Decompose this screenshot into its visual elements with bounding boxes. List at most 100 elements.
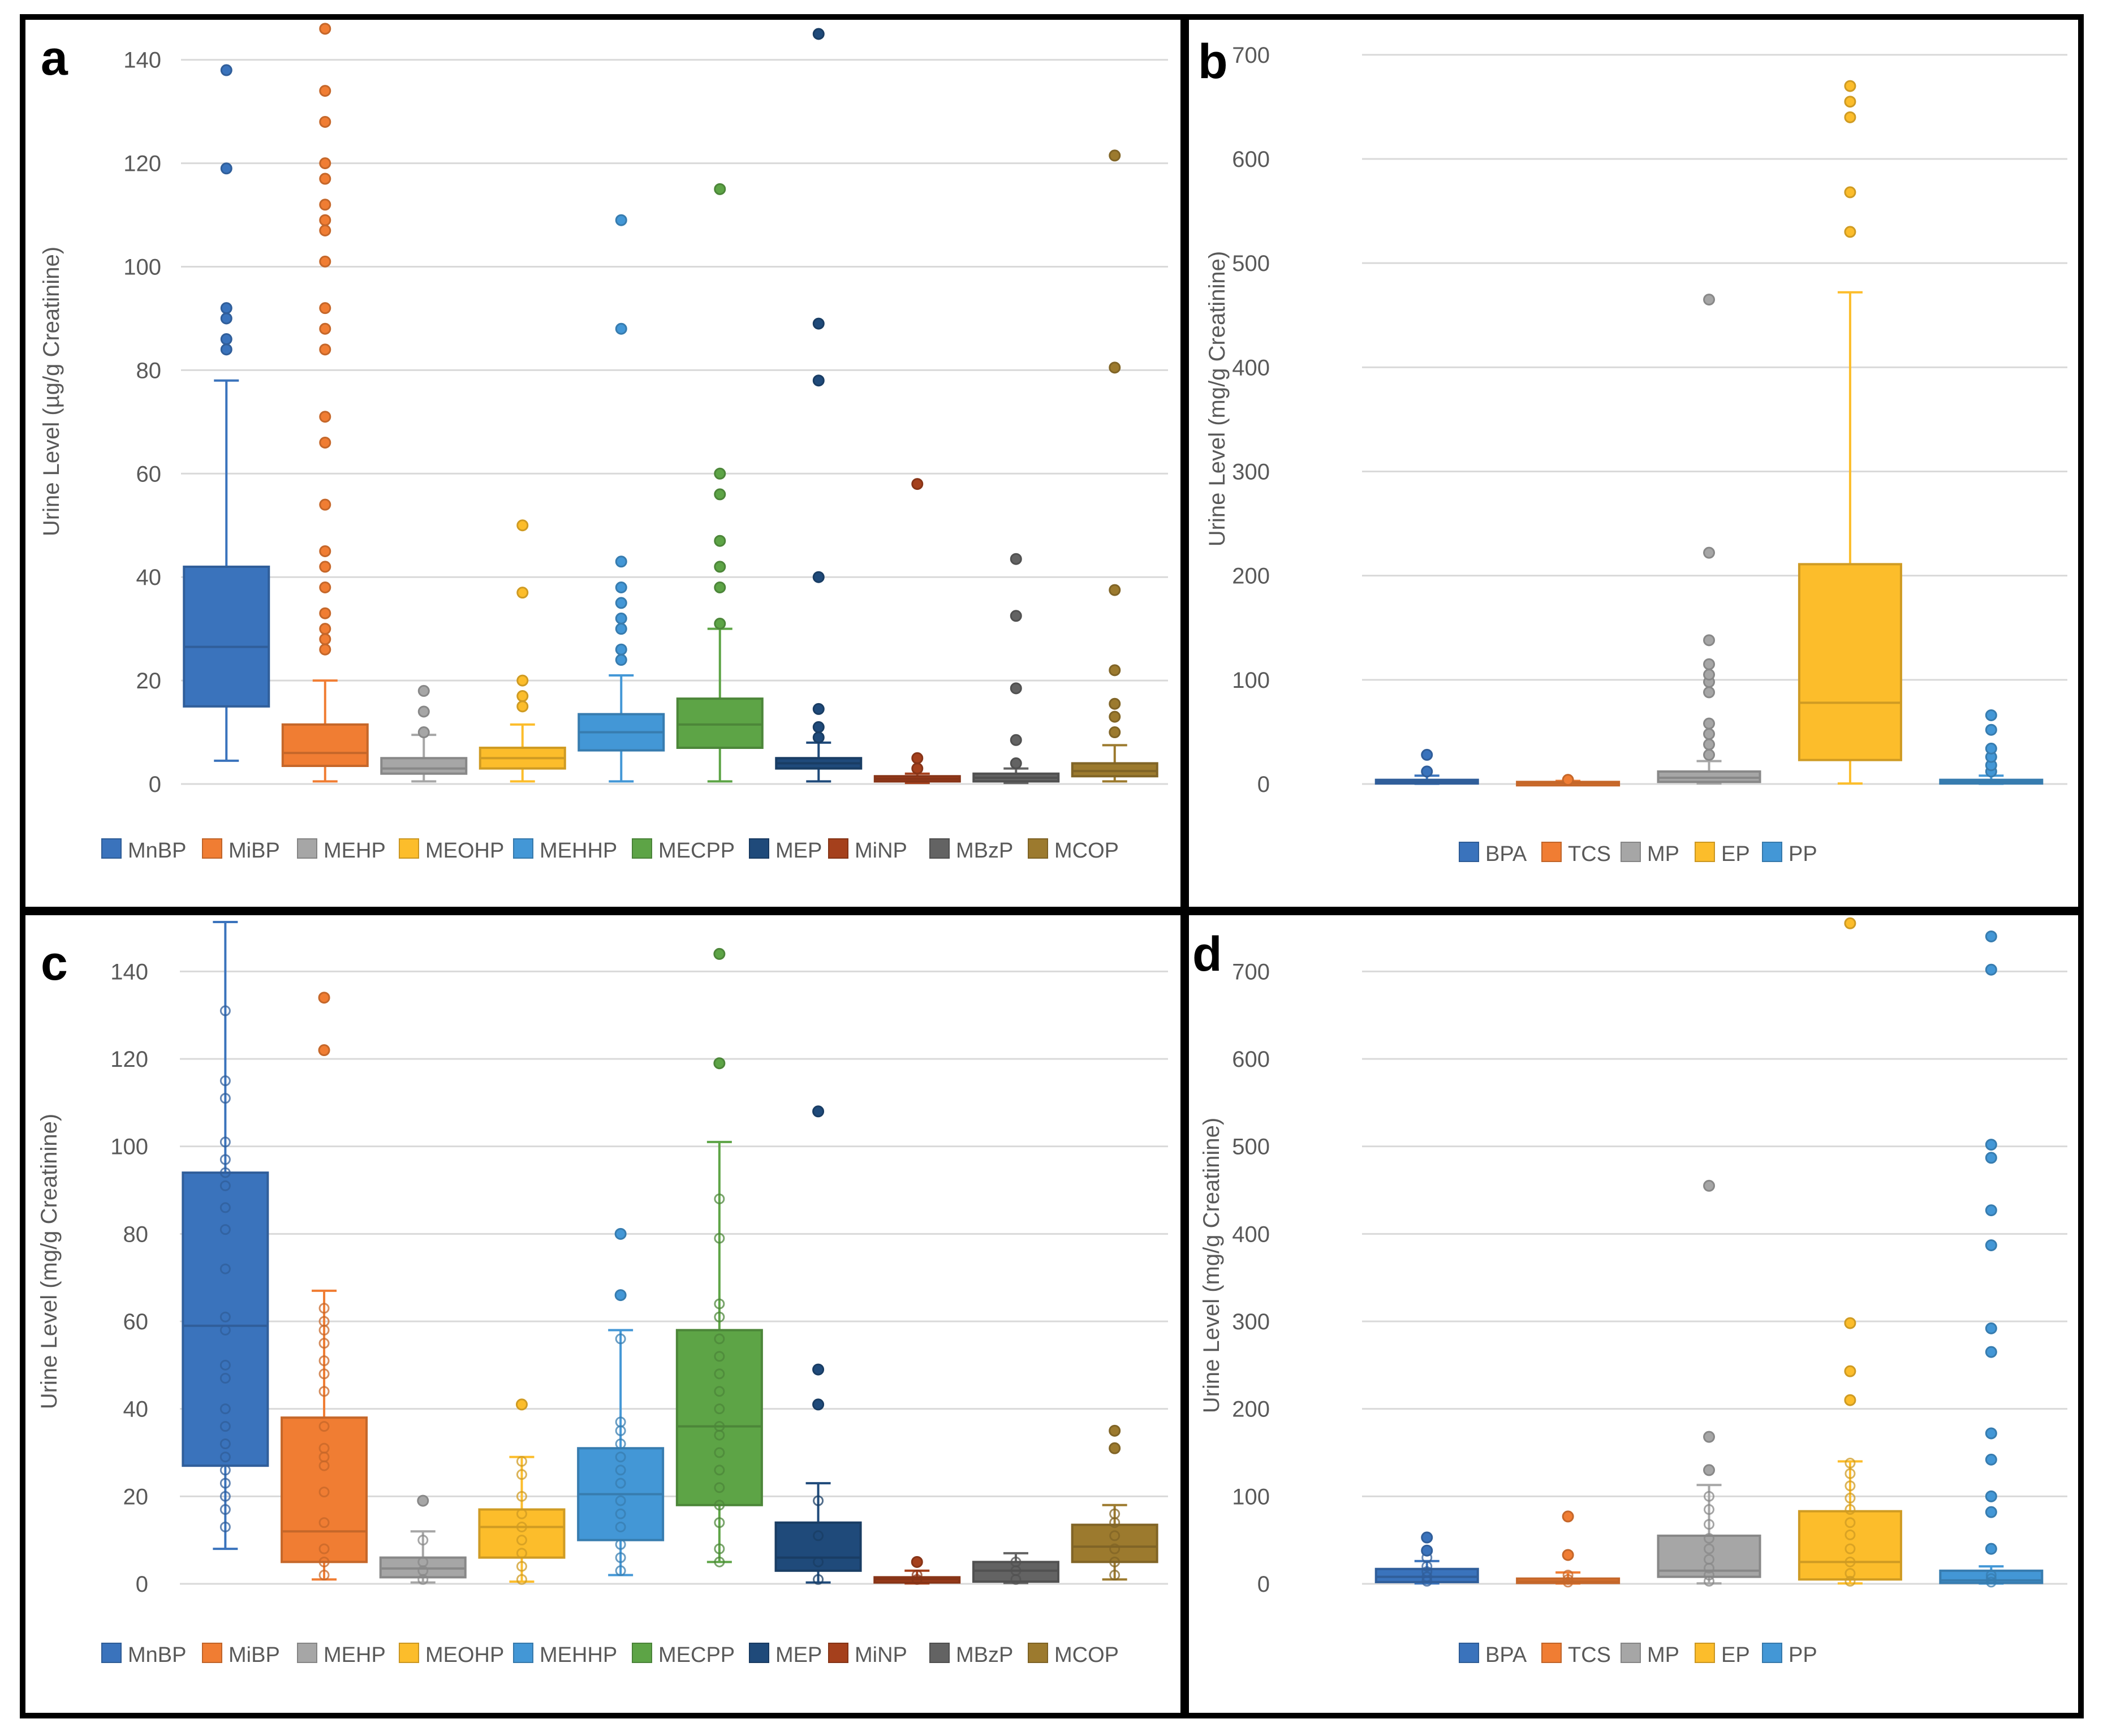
outlier-point [319, 322, 331, 335]
panel-c-box-mnbp [182, 921, 269, 1550]
panel-b-ytick-label: 600 [1232, 147, 1270, 172]
panel-c-legend-mehp: MEHP [297, 1643, 386, 1667]
data-point [318, 1543, 330, 1554]
outlier-point [812, 1105, 825, 1118]
data-point [219, 1438, 231, 1450]
data-point [714, 1500, 725, 1511]
outlier-point [319, 225, 331, 237]
outlier-point [417, 726, 430, 739]
outlier-point [1421, 765, 1433, 778]
data-point [219, 1421, 231, 1432]
legend-swatch [929, 1643, 950, 1663]
panel-a-letter: a [41, 31, 68, 85]
data-point [219, 1491, 231, 1502]
legend-label: MEP [775, 1643, 822, 1667]
panel-c: c Urine Level (mg/g Creatinine) 0 20 40 60 8… [20, 910, 1186, 1718]
outlier-point [713, 947, 726, 960]
legend-swatch [1621, 842, 1641, 862]
outlier-point [319, 623, 331, 635]
panel-c-ytick-label: 140 [110, 959, 148, 984]
outlier-point [220, 162, 232, 175]
outlier-point [1703, 1179, 1716, 1192]
data-point [615, 1508, 626, 1519]
panel-d-legend-ep: EP [1695, 1643, 1750, 1667]
panel-b-box-mp [1657, 294, 1761, 785]
panel-a-legend-mehhp: MEHHP [513, 838, 617, 863]
panel-a-legend-mnbp: MnBP [101, 838, 186, 863]
outlier-point [714, 535, 726, 547]
outlier-point [1010, 610, 1022, 622]
data-point [219, 1477, 231, 1489]
panel-b-legend-ep: EP [1695, 842, 1750, 866]
data-point [1010, 1556, 1022, 1567]
data-point [714, 1556, 725, 1567]
legend-label: MiNP [855, 1643, 907, 1667]
data-point [219, 1005, 231, 1016]
data-point [219, 1359, 231, 1371]
outlier-point [220, 302, 232, 315]
panel-a-legend-mibp: MiBP [202, 838, 280, 863]
outlier-point [1703, 1464, 1716, 1476]
outlier-point [1010, 734, 1022, 746]
panel-a: a Urine Level (µg/g Creatinine) 0 20 40 60 8… [20, 14, 1186, 912]
legend-swatch [399, 1643, 419, 1663]
panel-b-legend-bpa: BPA [1459, 842, 1527, 866]
outlier-point [319, 199, 331, 211]
outlier-point [319, 115, 331, 128]
legend-swatch [399, 838, 419, 859]
outlier-point [614, 1289, 627, 1302]
legend-swatch [632, 1643, 652, 1663]
outlier-point [1421, 748, 1433, 761]
panel-d-box-tcs [1516, 1510, 1621, 1588]
outlier-point [1985, 1543, 1997, 1555]
outlier-point [516, 700, 529, 713]
outlier-point [1703, 686, 1716, 699]
data-point [1704, 1519, 1715, 1530]
outlier-point [1844, 186, 1856, 199]
panel-a-box-mecpp [676, 183, 764, 783]
outlier-point [319, 633, 331, 645]
outlier-point [812, 1363, 825, 1376]
outlier-point [318, 1044, 330, 1057]
legend-label: TCS [1568, 1643, 1611, 1667]
outlier-point [1010, 553, 1022, 565]
outlier-point [220, 333, 232, 346]
box-iqr [281, 1416, 368, 1563]
legend-label: MECPP [658, 839, 735, 863]
panel-c-box-mcop [1071, 1424, 1158, 1581]
outlier-point [1844, 111, 1856, 123]
legend-swatch [1541, 1643, 1562, 1663]
legend-label: MCOP [1054, 839, 1119, 863]
data-point [714, 1403, 725, 1415]
box-iqr [675, 1329, 763, 1506]
legend-label: BPA [1485, 1643, 1527, 1667]
data-point [615, 1451, 626, 1463]
box-iqr [1071, 762, 1158, 778]
panel-b-ytick-label: 500 [1232, 251, 1270, 276]
legend-swatch [513, 838, 533, 859]
outlier-point [1985, 930, 1997, 942]
data-point [911, 1574, 923, 1585]
panel-b-ytick-label: 700 [1232, 43, 1270, 68]
panel-a-ytick-label: 0 [149, 772, 161, 797]
outlier-point [1703, 717, 1716, 730]
panel-b-legend-pp: PP [1762, 842, 1817, 866]
data-point [615, 1438, 626, 1450]
panel-b-ytick-label: 100 [1232, 668, 1270, 693]
outlier-point [1109, 726, 1121, 739]
outlier-point [713, 1057, 726, 1070]
panel-c-legend-mnbp: MnBP [101, 1643, 186, 1667]
outlier-point [812, 703, 825, 715]
panel-d-ytick-label: 600 [1232, 1047, 1270, 1072]
data-point [714, 1351, 725, 1362]
outlier-point [1010, 757, 1022, 769]
outlier-point [1703, 546, 1716, 559]
panel-a-legend-mcop: MCOP [1028, 838, 1119, 863]
outlier-point [319, 255, 331, 268]
data-point [318, 1316, 330, 1327]
panel-c-legend-mehhp: MEHHP [513, 1643, 617, 1667]
legend-swatch [1028, 838, 1048, 859]
outlier-point [1703, 658, 1716, 670]
outlier-point [1844, 1394, 1856, 1406]
panel-c-ytick-label: 40 [123, 1397, 149, 1422]
